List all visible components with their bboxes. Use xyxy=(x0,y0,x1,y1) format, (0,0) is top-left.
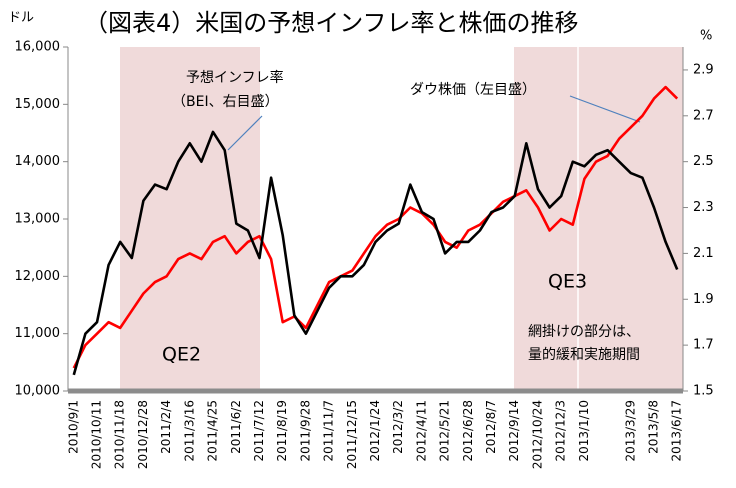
x-tick-label: 2012/3/2 xyxy=(391,400,405,454)
y2-tick-label: 2.9 xyxy=(693,62,714,77)
y-tick-label: 13,000 xyxy=(15,212,61,227)
y-tick-label: 16,000 xyxy=(15,40,61,55)
y2-tick-label: 2.3 xyxy=(693,200,714,215)
x-tick-label: 2012/6/28 xyxy=(461,400,475,462)
x-tick-label: 2012/5/21 xyxy=(438,400,452,462)
x-tick-label: 2010/12/28 xyxy=(136,400,150,469)
x-tick-label: 2011/7/12 xyxy=(252,400,266,462)
leader-line xyxy=(227,115,263,151)
y-tick-label: 11,000 xyxy=(15,326,61,341)
data-line xyxy=(72,85,679,369)
x-tick-label: 2011/6/2 xyxy=(229,400,243,454)
x-tick-label: 2012/1/24 xyxy=(368,400,382,462)
series-annotation: ダウ株価（左目盛） xyxy=(410,82,536,98)
x-tick-label: 2011/3/16 xyxy=(182,400,196,462)
x-tick-label: 2012/4/11 xyxy=(414,400,428,462)
y-tick-label: 12,000 xyxy=(15,269,61,284)
y2-tick-label: 1.9 xyxy=(693,292,714,307)
x-tick-label: 2011/9/28 xyxy=(298,400,312,462)
note: 量的緩和実施期間 xyxy=(528,347,640,363)
chart-title: （図表4）米国の予想インフレ率と株価の推移 xyxy=(84,9,579,37)
x-tick-label: 2012/8/7 xyxy=(484,400,498,454)
x-tick-label: 2013/6/17 xyxy=(670,400,684,462)
y2-tick-label: 2.1 xyxy=(693,246,714,261)
series-annotation: 予想インフレ率 xyxy=(186,69,284,86)
y2-axis-label: % xyxy=(700,29,712,44)
x-tick-label: 2011/4/25 xyxy=(206,400,220,462)
y-tick-label: 10,000 xyxy=(15,384,61,399)
x-tick-label: 2012/10/24 xyxy=(530,400,544,469)
y2-tick-label: 2.5 xyxy=(693,154,714,169)
x-tick-label: 2011/12/15 xyxy=(345,400,359,469)
y-tick-label: 14,000 xyxy=(15,154,61,169)
x-tick-label: 2011/11/7 xyxy=(322,400,336,462)
y-axis-label: ドル xyxy=(8,11,34,26)
y2-tick-label: 1.7 xyxy=(693,338,714,353)
y-tick-label: 15,000 xyxy=(15,97,61,112)
x-tick-label: 2011/8/19 xyxy=(275,400,289,462)
series-annotation: （BEI、右目盛） xyxy=(172,94,279,110)
x-tick-label: 2013/3/29 xyxy=(623,400,637,462)
x-tick-label: 2010/9/1 xyxy=(66,400,80,454)
x-tick-label: 2012/12/3 xyxy=(554,400,568,462)
x-tick-label: 2010/10/11 xyxy=(90,400,104,469)
x-tick-label: 2013/5/8 xyxy=(646,400,660,454)
qe-label: QE2 xyxy=(162,344,201,366)
qe3-shade xyxy=(514,47,683,391)
x-tick-label: 2013/1/10 xyxy=(577,400,591,462)
data-line xyxy=(72,130,679,376)
y2-tick-label: 2.7 xyxy=(693,108,714,123)
y2-tick-label: 1.5 xyxy=(693,384,714,399)
leader-line xyxy=(569,95,641,123)
qe-label: QE3 xyxy=(548,271,587,293)
x-tick-label: 2010/11/18 xyxy=(113,400,127,469)
note: 網掛けの部分は、 xyxy=(528,324,640,340)
x-tick-label: 2012/9/14 xyxy=(507,400,521,462)
x-tick-label: 2011/2/4 xyxy=(159,400,173,454)
